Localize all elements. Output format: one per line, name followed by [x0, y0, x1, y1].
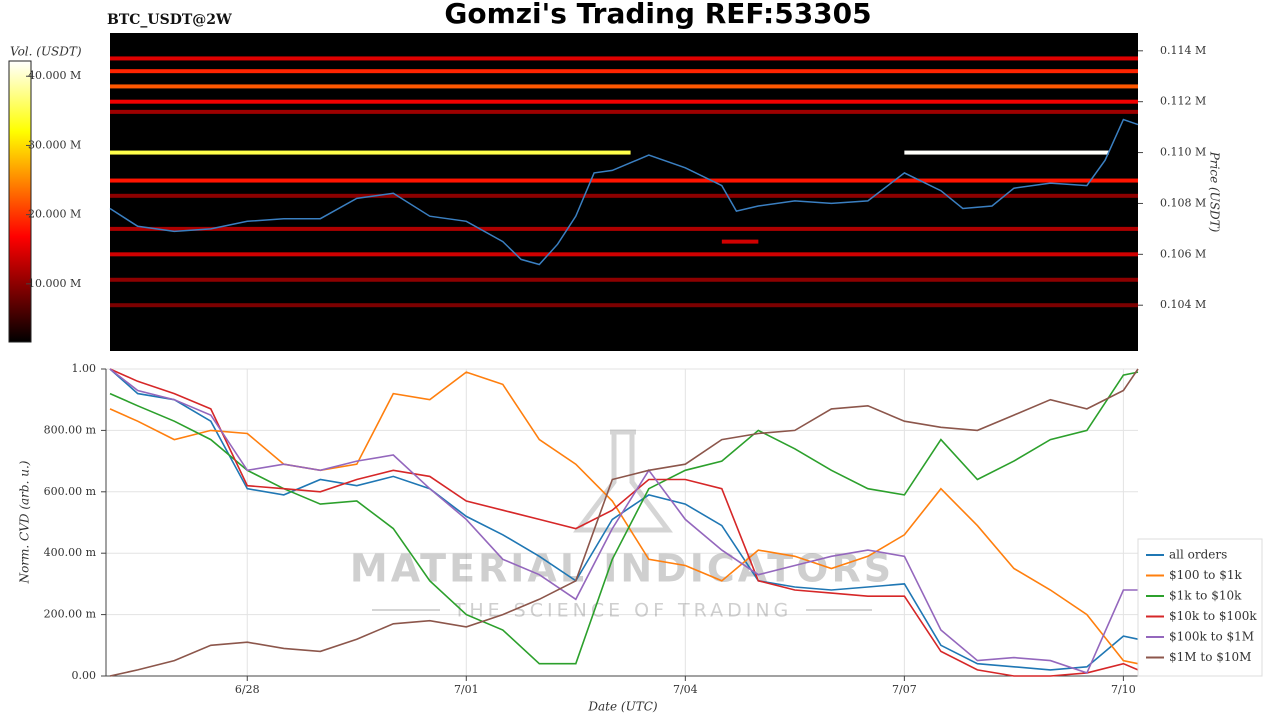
liquidity-band	[110, 252, 1138, 257]
y-tick-label: 0.106 M	[1160, 247, 1206, 260]
liquidity-band	[110, 99, 1138, 104]
liquidity-band	[110, 277, 1138, 282]
x-tick-label: 7/07	[892, 683, 917, 696]
liquidity-band	[110, 56, 1138, 61]
legend-box	[1137, 538, 1263, 677]
colorbar-tick-label: 40.000 M	[28, 69, 81, 82]
chart-title: Gomzi's Trading REF:53305	[444, 0, 871, 30]
x-axis-title: Date (UTC)	[587, 700, 657, 714]
y-tick-label: 0.104 M	[1160, 298, 1206, 311]
legend-label: $1k to $10k	[1169, 589, 1242, 603]
watermark: MATERIAL INDICATORS THE SCIENCE OF TRADI…	[350, 429, 894, 622]
liquidity-band	[110, 226, 1138, 231]
liquidity-band	[110, 193, 1138, 198]
x-tick-label: 7/10	[1111, 683, 1136, 696]
cvd-line	[109, 368, 1139, 677]
symbol: BTC_USDT@2W	[107, 12, 232, 28]
y-tick-label: 0.00	[72, 669, 97, 682]
x-tick-label: 7/01	[454, 683, 479, 696]
cvd-line	[109, 368, 1138, 674]
liquidity-band	[110, 303, 1138, 308]
colorbar-tick-label: 10.000 M	[28, 277, 81, 290]
cvd-line	[109, 368, 1139, 671]
cvd-line	[109, 371, 1139, 665]
x-tick-label: 6/28	[235, 683, 260, 696]
cvd-line	[109, 371, 1139, 665]
y-axis-title: Norm. CVD (arb. u.)	[18, 460, 32, 584]
legend-label: all orders	[1169, 548, 1227, 562]
watermark-tagline: THE SCIENCE OF TRADING	[453, 600, 793, 622]
colorbar-label: Vol. (USDT)	[10, 45, 82, 59]
y-tick-label: 1.00	[72, 362, 97, 375]
watermark-brand: MATERIAL INDICATORS	[350, 547, 894, 591]
watermark-logo	[573, 429, 673, 533]
y-tick-label: 800.00 m	[44, 423, 97, 436]
legend-label: $1M to $10M	[1169, 650, 1251, 664]
legend-label: $100 to $1k	[1169, 568, 1242, 582]
y-tick-label: 0.110 M	[1160, 146, 1206, 159]
liquidity-band	[110, 178, 1138, 183]
liquidity-band	[110, 84, 1138, 89]
cvd-line	[109, 368, 1139, 677]
colorbar	[8, 60, 32, 343]
y-tick-label: 200.00 m	[44, 608, 97, 621]
liquidity-band	[721, 239, 759, 244]
y-tick-label: 0.112 M	[1160, 95, 1206, 108]
y-tick-label: 0.108 M	[1160, 196, 1206, 209]
colorbar-tick-label: 30.000 M	[28, 138, 81, 151]
y-tick-label: 600.00 m	[44, 485, 97, 498]
liquidity-band	[110, 69, 1138, 74]
x-tick-label: 7/04	[673, 683, 698, 696]
price-line	[109, 118, 1139, 266]
liquidity-band	[110, 109, 1138, 114]
liquidity-band	[904, 150, 1109, 155]
y-tick-label: 0.114 M	[1160, 44, 1206, 57]
legend-label: $10k to $100k	[1169, 609, 1257, 623]
y-tick-label: 400.00 m	[44, 546, 97, 559]
legend-label: $100k to $1M	[1169, 630, 1254, 644]
colorbar-tick-label: 20.000 M	[28, 208, 81, 221]
liquidity-band	[110, 150, 631, 155]
y-axis-title: Price (USDT)	[1208, 151, 1222, 233]
